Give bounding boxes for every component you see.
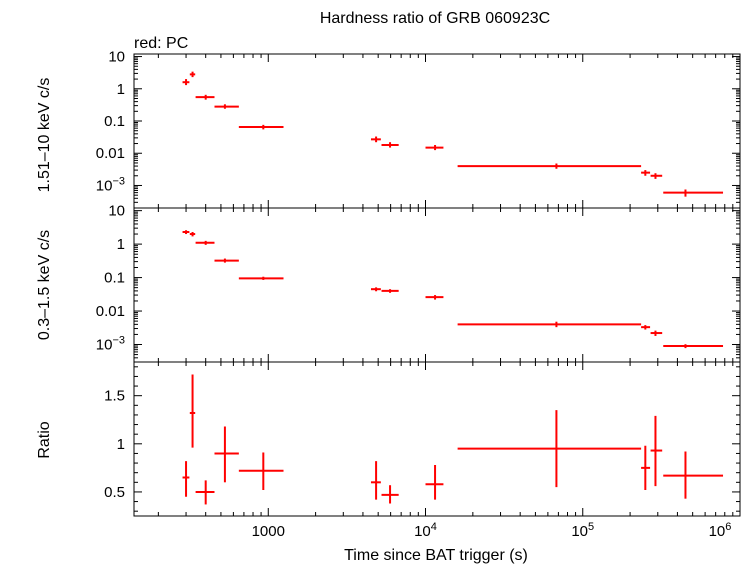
y-tick-label-soft: 10	[108, 203, 125, 220]
y-tick-label-hard: 0.01	[96, 145, 125, 162]
data-point-soft	[370, 287, 381, 292]
y-tick-label-hard: 10	[108, 49, 125, 66]
x-tick-label: 104	[414, 521, 437, 540]
data-point-ratio	[214, 426, 239, 483]
x-tick-label: 1000	[252, 523, 285, 540]
data-point-ratio	[425, 464, 444, 500]
plot-layer: 10 1 0.1 0.01 10−3 10 1 0.1 0.01 10−3 0.5 1 1.5 1000 1…	[96, 49, 741, 540]
chart-subtitle: red: PC	[134, 35, 188, 52]
data-point-hard	[425, 145, 444, 151]
y-tick-label-ratio: 1.5	[104, 388, 125, 405]
y-tick-label-soft: 1	[117, 236, 125, 253]
data-point-soft	[195, 240, 215, 245]
data-point-ratio	[381, 485, 399, 504]
y-axis-label-hard: 1.51–10 keV c/s	[36, 78, 53, 193]
data-point-hard	[182, 79, 190, 86]
data-point-ratio	[370, 461, 381, 500]
y-tick-label-ratio: 1	[117, 436, 125, 453]
chart-title: Hardness ratio of GRB 060923C	[320, 10, 550, 27]
data-point-ratio	[663, 451, 724, 499]
panel-frame-hard	[133, 53, 741, 209]
data-point-soft	[214, 258, 239, 263]
panel-frame-ratio	[133, 361, 741, 517]
data-point-hard	[238, 124, 284, 130]
data-point-soft	[457, 321, 642, 328]
data-point-ratio	[641, 445, 651, 491]
x-axis-label: Time since BAT trigger (s)	[344, 547, 528, 564]
data-point-ratio	[650, 415, 663, 487]
data-point-hard	[381, 142, 399, 148]
data-point-hard	[457, 163, 642, 169]
y-tick-label-soft: 0.01	[96, 303, 125, 320]
data-point-hard	[370, 136, 381, 143]
y-tick-label-hard: 0.1	[104, 113, 125, 130]
data-point-soft	[663, 344, 724, 349]
x-tick-label: 105	[571, 521, 594, 540]
data-point-ratio	[182, 461, 190, 497]
panel-frame-soft	[133, 207, 741, 363]
data-point-ratio	[189, 374, 196, 448]
data-point-soft	[189, 232, 196, 237]
data-point-soft	[425, 295, 444, 300]
y-tick-label-soft: 10−3	[96, 335, 125, 354]
data-point-soft	[650, 330, 663, 336]
y-tick-label-hard: 10−3	[96, 175, 125, 194]
x-tick-label: 106	[709, 521, 732, 540]
data-point-ratio	[238, 452, 284, 491]
data-point-hard	[650, 173, 663, 179]
data-point-soft	[381, 289, 399, 293]
data-point-ratio	[457, 410, 642, 488]
data-point-hard	[641, 170, 651, 176]
y-tick-label-ratio: 0.5	[104, 484, 125, 501]
data-point-soft	[641, 325, 651, 330]
data-point-soft	[238, 276, 284, 280]
data-point-hard	[189, 71, 196, 78]
y-tick-label-soft: 0.1	[104, 270, 125, 287]
y-axis-label-soft: 0.3–1.5 keV c/s	[36, 230, 53, 340]
data-point-ratio	[195, 480, 215, 505]
data-point-hard	[214, 104, 239, 109]
y-axis-label-ratio: Ratio	[36, 421, 53, 458]
data-point-hard	[663, 189, 724, 197]
data-point-hard	[195, 94, 215, 100]
y-tick-label-hard: 1	[117, 81, 125, 98]
data-point-soft	[182, 230, 190, 235]
